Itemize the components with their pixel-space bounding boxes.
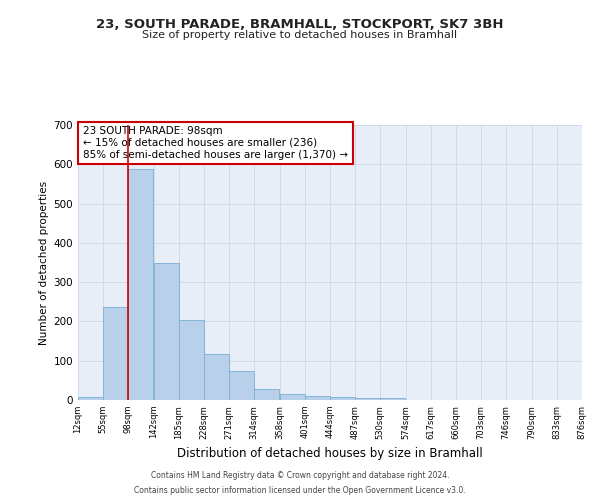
Y-axis label: Number of detached properties: Number of detached properties: [40, 180, 49, 344]
Text: Contains public sector information licensed under the Open Government Licence v3: Contains public sector information licen…: [134, 486, 466, 495]
Bar: [355, 398, 380, 400]
Bar: [330, 397, 355, 400]
Bar: [254, 389, 279, 400]
Bar: [103, 307, 128, 400]
Bar: [78, 397, 103, 400]
Text: Size of property relative to detached houses in Bramhall: Size of property relative to detached ho…: [142, 30, 458, 40]
Bar: [204, 354, 229, 400]
Bar: [154, 262, 179, 400]
Bar: [229, 372, 254, 400]
Bar: [280, 394, 305, 400]
X-axis label: Distribution of detached houses by size in Bramhall: Distribution of detached houses by size …: [177, 447, 483, 460]
Text: 23, SOUTH PARADE, BRAMHALL, STOCKPORT, SK7 3BH: 23, SOUTH PARADE, BRAMHALL, STOCKPORT, S…: [96, 18, 504, 30]
Text: Contains HM Land Registry data © Crown copyright and database right 2024.: Contains HM Land Registry data © Crown c…: [151, 471, 449, 480]
Bar: [128, 169, 153, 400]
Bar: [305, 396, 330, 400]
Bar: [380, 398, 405, 400]
Bar: [179, 320, 204, 400]
Text: 23 SOUTH PARADE: 98sqm
← 15% of detached houses are smaller (236)
85% of semi-de: 23 SOUTH PARADE: 98sqm ← 15% of detached…: [83, 126, 348, 160]
